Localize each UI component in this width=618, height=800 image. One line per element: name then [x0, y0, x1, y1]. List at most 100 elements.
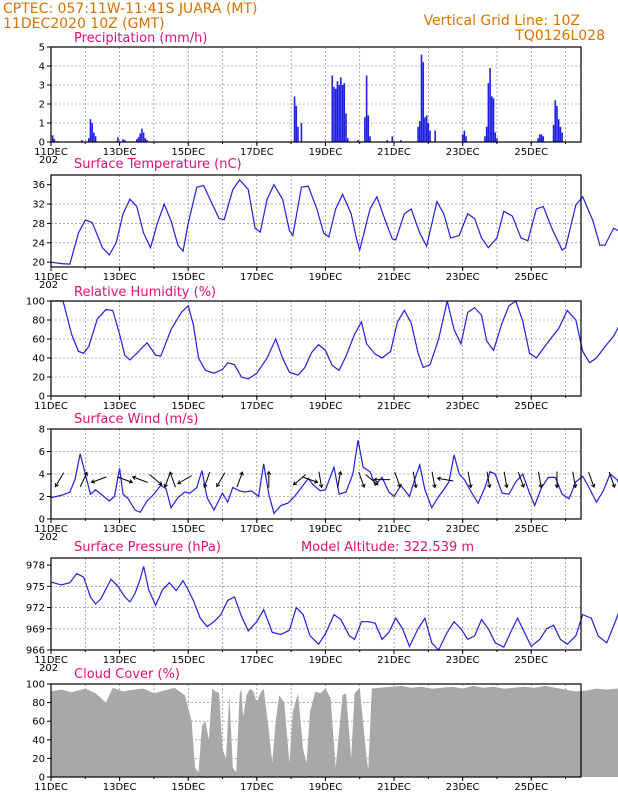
wind-arrow [79, 471, 88, 488]
panels: 0 1 2 3 4 5 11DEC 13DEC 15DEC 17DEC 19DEC 21DEC 23DE… [26, 31, 618, 793]
y-tick-label: 100 [26, 297, 45, 308]
y-tick-label: 32 [32, 200, 45, 211]
precip-bar [293, 96, 296, 142]
x-tick-label: 15DEC [171, 272, 205, 283]
panel-frame [50, 174, 582, 268]
wind-arrow-shaft [177, 475, 192, 485]
precip-bar [559, 126, 562, 142]
y-tick-label: 40 [32, 735, 45, 746]
x-year-stub: 202 [39, 532, 58, 543]
wind-arrow-head [266, 470, 272, 475]
x-tick-label: 13DEC [103, 782, 137, 793]
wind-arrow-head [318, 484, 324, 489]
x-tick-label: 25DEC [514, 524, 548, 535]
x-tick-label: 23DEC [446, 782, 480, 793]
precip-bar [540, 134, 543, 142]
precip-bar [484, 136, 486, 142]
wind-arrow-shaft [437, 477, 454, 482]
x-tick-label: 23DEC [446, 655, 480, 666]
series-line-pressure [50, 566, 618, 652]
y-tick-label: 20 [32, 373, 45, 384]
panel-temperature: 20 24 28 32 36 11DEC 13DEC 15DEC 17DEC 19DEC 21DEC… [32, 157, 618, 291]
wind-arrow-head [131, 475, 137, 480]
wind-arrow [177, 475, 192, 485]
precip-bar [135, 139, 138, 142]
x-tick-label: 19DEC [309, 524, 343, 535]
header-grid-info: Vertical Grid Line: 10Z [424, 13, 580, 29]
precip-bar [300, 123, 303, 142]
precip-bar [417, 126, 419, 142]
precip-bar [556, 105, 558, 142]
wind-arrow [537, 471, 544, 489]
wind-arrow-head [487, 484, 492, 489]
wind-arrow-head [361, 483, 366, 489]
wind-arrow [436, 476, 454, 482]
wind-arrow-shaft [117, 476, 133, 483]
x-tick-label: 15DEC [171, 524, 205, 535]
x-tick-label: 25DEC [514, 272, 548, 283]
wind-arrow-head [397, 483, 402, 489]
wind-arrow-head [128, 479, 134, 484]
precip-bar [554, 100, 557, 142]
x-tick-label: 19DEC [309, 147, 343, 158]
wind-arrow [168, 471, 176, 488]
panel-frame [50, 428, 582, 520]
wind-arrow-head [292, 481, 298, 486]
panel-frame [50, 683, 582, 778]
wind-arrow [373, 477, 391, 482]
precip-bar [400, 140, 402, 142]
x-tick-label: 25DEC [514, 655, 548, 666]
header-model-id: TQ0126L028 [514, 28, 605, 44]
wind-arrow [608, 471, 616, 489]
precip-bar [93, 132, 95, 142]
wind-arrow-head [337, 470, 343, 476]
panel-wind: 0 2 4 6 8 11DEC 13DEC 15DEC 17DEC 19DEC 21DEC 23DEC… [34, 412, 618, 543]
header-run-time: 11DEC2020 10Z (GMT) [3, 16, 165, 32]
panel-frame [50, 300, 582, 397]
wind-arrow-head [572, 484, 578, 489]
wind-arrow-head [611, 483, 616, 489]
x-tick-label: 23DEC [446, 147, 480, 158]
wind-arrow-shaft [365, 474, 379, 486]
wind-arrow [431, 471, 437, 489]
y-tick-label: 972 [26, 603, 45, 614]
precip-bar [494, 132, 497, 142]
y-tick-label: 60 [32, 335, 45, 346]
wind-arrow-shaft [412, 471, 417, 488]
wind-arrow-shaft [79, 472, 88, 488]
wind-arrow [236, 471, 244, 488]
x-tick-label: 19DEC [309, 401, 343, 412]
wind-arrow-head [239, 471, 244, 476]
wind-arrow-shaft [318, 471, 323, 488]
x-tick-label: 13DEC [103, 272, 137, 283]
x-tick-label: 17DEC [240, 782, 274, 793]
y-tick-label: 975 [26, 582, 45, 593]
precip-bar [346, 138, 349, 142]
y-tick-label: 20 [32, 754, 45, 765]
wind-arrow-head [468, 484, 473, 489]
wind-arrow [588, 471, 596, 489]
wind-arrow-shaft [91, 476, 107, 483]
y-tick-label: 6 [39, 447, 45, 458]
precip-bar [343, 83, 346, 142]
wind-arrow-head [168, 471, 174, 476]
wind-arrow-head [54, 483, 59, 488]
wind-arrow-shaft [572, 471, 577, 488]
wind-arrow-shaft [537, 471, 542, 488]
precip-bar [81, 140, 83, 142]
precip-bar [463, 130, 466, 142]
y-tick-label: 20 [32, 258, 45, 269]
x-tick-label: 17DEC [240, 524, 274, 535]
panel-humidity: 0 20 40 60 80 100 11DEC 13DEC 15DEC 17DEC 19DEC 21D… [26, 285, 618, 412]
x-tick-label: 17DEC [240, 272, 274, 283]
panel-pressure: 966 969 972 975 978 11DEC 13DEC 15DEC 17DEC 19DEC… [26, 540, 618, 674]
precip-bar [137, 137, 140, 142]
y-tick-label: 0 [39, 138, 45, 149]
precip-bar [297, 126, 299, 142]
x-tick-label: 17DEC [240, 655, 274, 666]
wind-arrow-shaft [588, 471, 595, 488]
wind-arrow [292, 474, 307, 486]
wind-arrow-shaft [149, 474, 163, 486]
wind-arrow [365, 474, 379, 486]
